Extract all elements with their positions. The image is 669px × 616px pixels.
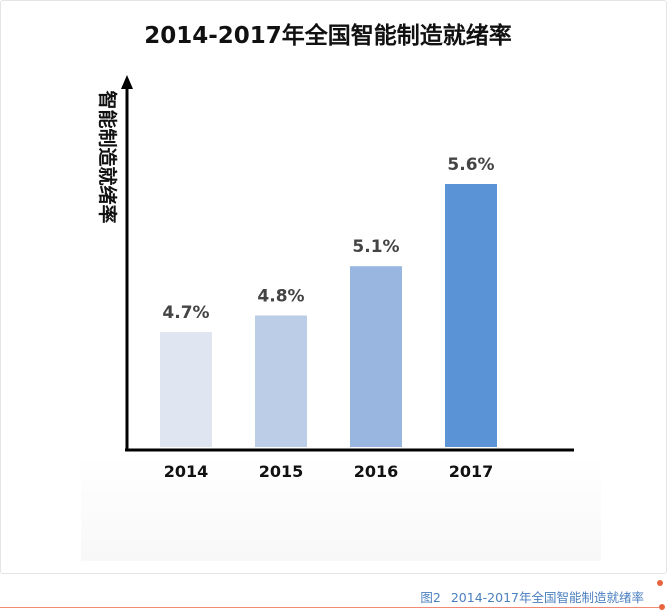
chart-title: 2014-2017年全国智能制造就绪率 bbox=[144, 22, 512, 49]
bar-chart: 2014-2017年全国智能制造就绪率 智能制造就绪率 4.7% 2014 4.8%… bbox=[81, 22, 601, 561]
caption-text: 2014-2017年全国智能制造就绪率 bbox=[450, 590, 644, 605]
value-label-2014: 4.7% bbox=[162, 303, 209, 323]
bar-2017 bbox=[445, 184, 497, 447]
y-axis-arrow bbox=[121, 75, 133, 89]
bar-2015 bbox=[255, 315, 307, 447]
bar-2016 bbox=[350, 266, 402, 447]
value-label-2015: 4.8% bbox=[257, 287, 304, 307]
divider-dot-bottom bbox=[659, 604, 665, 610]
bar-2014 bbox=[160, 331, 212, 447]
chart-card: 2014-2017年全国智能制造就绪率 智能制造就绪率 4.7% 2014 4.8%… bbox=[0, 0, 667, 605]
value-label-2017: 5.6% bbox=[447, 155, 494, 175]
x-tick-label-2017: 2017 bbox=[449, 462, 494, 481]
bottom-divider bbox=[0, 607, 661, 608]
divider-dot-top bbox=[657, 580, 663, 586]
x-tick-label-2015: 2015 bbox=[259, 462, 304, 481]
bars-layer: 4.7% 2014 4.8% 2015 5.1% 2016 5.6% 2017 bbox=[160, 155, 497, 481]
x-tick-label-2014: 2014 bbox=[164, 462, 209, 481]
figure-caption: 图2 2014-2017年全国智能制造就绪率 bbox=[420, 587, 644, 606]
value-label-2016: 5.1% bbox=[352, 237, 399, 257]
y-axis-label: 智能制造就绪率 bbox=[96, 90, 119, 223]
caption-figure-label: 图2 bbox=[420, 590, 441, 605]
plot-floor-shade bbox=[81, 456, 601, 561]
x-tick-label-2016: 2016 bbox=[354, 462, 399, 481]
